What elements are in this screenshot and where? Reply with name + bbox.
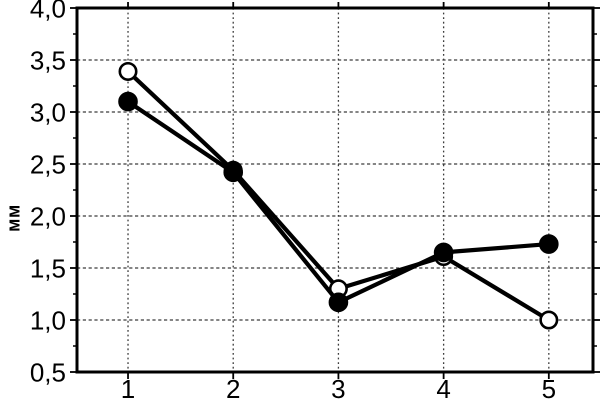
y-tick-label: 1,5 xyxy=(30,253,66,283)
y-tick-label: 3,5 xyxy=(30,45,66,75)
y-tick-label: 0,5 xyxy=(30,357,66,387)
y-tick-label: 2,0 xyxy=(30,201,66,231)
x-tick-label: 5 xyxy=(542,374,556,401)
filled-circle-series-marker xyxy=(223,162,244,183)
y-tick-label: 2,5 xyxy=(30,149,66,179)
x-tick-label: 4 xyxy=(436,374,450,401)
y-tick-label: 4,0 xyxy=(30,0,66,23)
filled-circle-series-marker xyxy=(433,242,454,263)
filled-circle-series-marker xyxy=(328,292,349,313)
x-tick-label: 2 xyxy=(226,374,240,401)
y-tick-label: 3,0 xyxy=(30,97,66,127)
open-circle-series-marker xyxy=(539,310,559,330)
filled-circle-series-marker xyxy=(118,91,138,112)
y-axis-title: мм xyxy=(3,204,23,232)
x-tick-label: 1 xyxy=(121,374,135,401)
open-circle-series-marker xyxy=(118,61,138,81)
filled-circle-series-marker xyxy=(539,234,559,254)
y-tick-label: 1,0 xyxy=(30,305,66,335)
x-tick-label: 3 xyxy=(331,374,345,401)
